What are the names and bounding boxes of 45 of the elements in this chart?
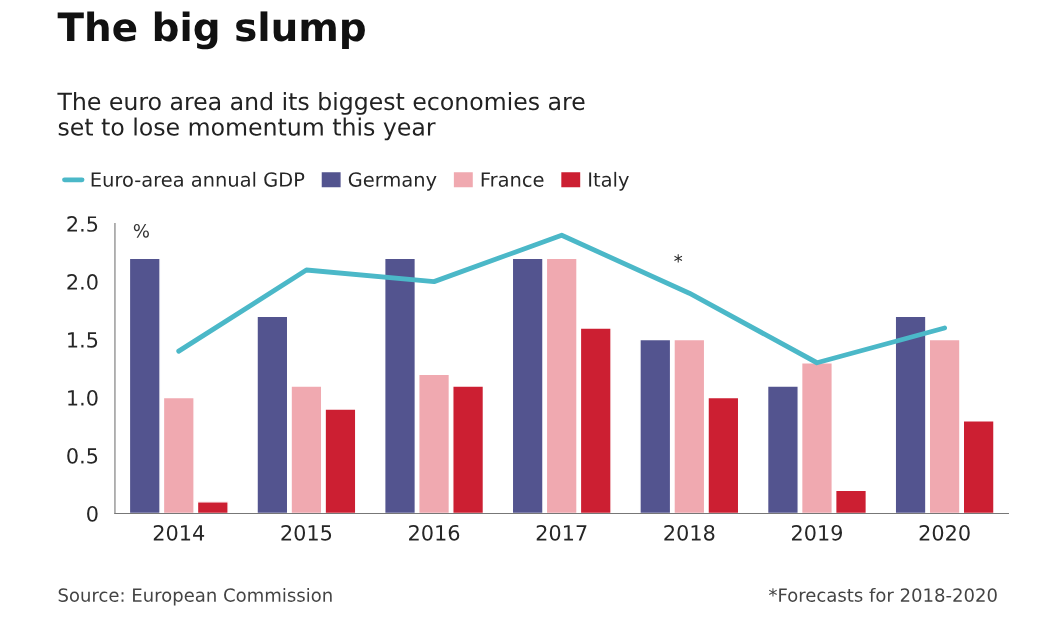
y-axis-title: %	[133, 223, 149, 238]
bar	[800, 362, 833, 514]
bar	[383, 257, 417, 514]
bar	[256, 315, 289, 514]
x-tick-label: 2016	[409, 524, 460, 541]
annotation: *	[674, 254, 683, 263]
x-tick-label: 2018	[664, 524, 715, 541]
y-tick-label: 1.5	[68, 332, 98, 348]
bar	[639, 338, 672, 514]
bar	[673, 338, 706, 514]
bar	[324, 408, 357, 514]
x-tick-label: 2020	[919, 524, 970, 541]
bar	[707, 396, 740, 514]
bar	[418, 373, 451, 514]
bar	[579, 327, 612, 514]
bar	[766, 385, 799, 514]
legend-label: Germany	[348, 172, 437, 191]
y-tick-label: 2.5	[67, 216, 98, 232]
bar	[545, 257, 578, 514]
chart-title: The big slump	[57, 11, 365, 50]
bar	[834, 489, 868, 514]
bar	[196, 501, 229, 514]
x-tick-label: 2014	[153, 524, 205, 541]
bar	[962, 420, 995, 514]
source-note: Source: European Commission	[58, 587, 332, 606]
line-series	[176, 232, 948, 366]
x-tick-label: 2019	[791, 524, 843, 541]
y-tick-label: 2.0	[67, 274, 98, 290]
bar	[290, 385, 323, 514]
bar	[162, 396, 195, 514]
chart-subtitle: The euro area and its biggest economies are set to lose momentum this year	[57, 91, 585, 141]
x-tick-label: 2015	[281, 524, 332, 541]
y-tick-label: 0	[87, 505, 98, 522]
legend-label: France	[481, 172, 544, 187]
bar	[928, 338, 961, 514]
bar	[128, 257, 161, 514]
y-tick-label: 1.0	[68, 389, 98, 406]
x-tick-label: 2017	[536, 524, 587, 541]
legend-label: Euro-area annual GDP	[91, 171, 305, 187]
y-tick-label: 0.5	[67, 447, 98, 464]
bar	[894, 315, 927, 514]
bar	[511, 257, 544, 514]
bar	[452, 385, 485, 514]
text: *Forecasts for 2018-2020	[768, 587, 997, 602]
legend-label: Italy	[589, 171, 629, 191]
